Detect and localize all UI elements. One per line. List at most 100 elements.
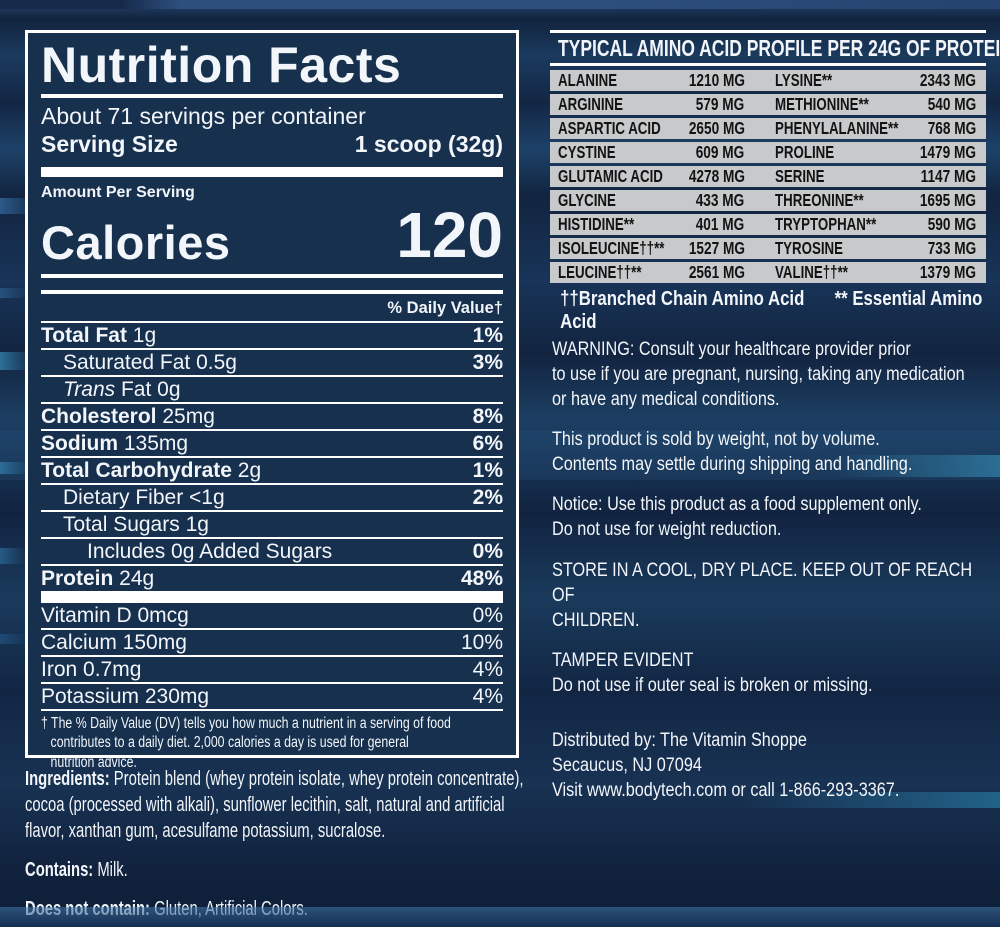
amino-value: 609 mg bbox=[695, 142, 745, 162]
amino-value: 2343 mg bbox=[919, 70, 976, 90]
nutrient-row: Trans Fat 0g bbox=[41, 377, 503, 405]
amino-name: Glycine bbox=[558, 190, 616, 210]
serving-size-label: Serving Size bbox=[41, 131, 178, 158]
serving-size-row: Serving Size 1 scoop (32g) bbox=[41, 131, 503, 158]
nutrient-name: Total Sugars 1g bbox=[63, 513, 209, 537]
nutrient-percent: 10% bbox=[460, 631, 503, 655]
nutrient-row: Total Fat 1g 1% bbox=[41, 323, 503, 351]
amino-value: 579 mg bbox=[695, 94, 745, 114]
amino-row: Glycine 433 mg Threonine** 1695 mg bbox=[550, 190, 986, 211]
nutrient-name: Cholesterol 25mg bbox=[41, 405, 215, 429]
amino-name: Tryptophan** bbox=[774, 214, 876, 234]
ingredients-label: Ingredients: bbox=[25, 768, 110, 790]
thick-separator-bar bbox=[41, 166, 503, 177]
amino-value: 733 mg bbox=[927, 238, 976, 258]
amino-value: 540 mg bbox=[927, 94, 976, 114]
footnote-bcaa: ††Branched Chain Amino Acid bbox=[560, 288, 805, 310]
nutrient-row: Sodium 135mg 6% bbox=[41, 431, 503, 459]
nutrient-name: Sodium 135mg bbox=[41, 432, 189, 456]
calories-value: 120 bbox=[396, 198, 503, 271]
amino-acid-table: TYPICAL AMINO ACID PROFILE PER 24G OF PR… bbox=[550, 30, 1000, 334]
amino-value: 1379 mg bbox=[919, 262, 976, 282]
nutrient-row: Total Sugars 1g bbox=[41, 512, 503, 540]
amino-value: 590 mg bbox=[927, 214, 976, 234]
servings-per-container: About 71 servings per container bbox=[41, 103, 366, 129]
calories-label: Calories bbox=[41, 215, 231, 269]
nutrient-name: Dietary Fiber <1g bbox=[63, 486, 225, 510]
amino-name: Methionine** bbox=[774, 94, 869, 114]
info-column: WARNING: Consult your healthcare provide… bbox=[552, 337, 990, 818]
amino-name: Valine††** bbox=[774, 262, 848, 282]
amino-row: Cystine 609 mg Proline 1479 mg bbox=[550, 142, 986, 163]
nutrient-name: Protein 24g bbox=[41, 567, 155, 591]
ingredients-paragraph: Ingredients: Protein blend (whey protein… bbox=[25, 766, 543, 844]
nutrient-percent: 6% bbox=[472, 432, 503, 456]
nutrient-percent: 4% bbox=[472, 685, 503, 709]
nutrient-rows: Total Fat 1g 1% Saturated Fat 0.5g 3% Trans … bbox=[41, 323, 503, 591]
daily-value-header: % Daily Value† bbox=[41, 294, 503, 324]
nutrient-row: Potassium 230mg 4% bbox=[41, 684, 503, 712]
thick-separator-bar bbox=[41, 591, 503, 604]
info-paragraph: WARNING: Consult your healthcare provide… bbox=[552, 339, 965, 411]
amino-table-title: TYPICAL AMINO ACID PROFILE PER 24G OF PR… bbox=[558, 35, 1000, 61]
info-paragraph: This product is sold by weight, not by v… bbox=[552, 429, 913, 476]
amino-row: Glutamic Acid 4278 mg Serine 1147 mg bbox=[550, 166, 986, 187]
amino-row: Arginine 579 mg Methionine** 540 mg bbox=[550, 94, 986, 115]
nutrition-facts-panel: Nutrition Facts About 71 servings per co… bbox=[25, 30, 519, 771]
serving-size-value: 1 scoop (32g) bbox=[354, 131, 503, 158]
amino-name: Serine bbox=[774, 166, 825, 186]
contains-text: Milk. bbox=[93, 859, 128, 881]
amino-value: 401 mg bbox=[695, 214, 745, 234]
amino-footnote: ††Branched Chain Amino Acid ** Essential … bbox=[550, 288, 997, 334]
nutrient-name: Trans Fat 0g bbox=[63, 378, 181, 402]
vitamin-rows: Vitamin D 0mcg 0% Calcium 150mg 10% Iron 0.7… bbox=[41, 603, 503, 712]
bottom-light-band bbox=[0, 907, 1000, 927]
amino-name: Alanine bbox=[558, 70, 618, 90]
nutrient-percent: 8% bbox=[472, 405, 503, 429]
nutrient-name: Includes 0g Added Sugars bbox=[87, 540, 333, 564]
info-paragraph: Notice: Use this product as a food suppl… bbox=[552, 494, 922, 541]
nutrient-percent: 0% bbox=[472, 540, 503, 564]
amino-value: 2561 mg bbox=[688, 262, 745, 282]
amino-name: Histidine** bbox=[558, 214, 635, 234]
nutrient-percent: 3% bbox=[472, 351, 503, 375]
amino-name: Lysine** bbox=[774, 70, 832, 90]
nutrient-row: Vitamin D 0mcg 0% bbox=[41, 603, 503, 631]
contains-label: Contains: bbox=[25, 859, 94, 881]
amino-row: Leucine††** 2561 mg Valine††** 1379 mg bbox=[550, 262, 986, 283]
info-paragraph: TAMPER EVIDENT Do not use if outer seal … bbox=[552, 649, 873, 696]
amino-value: 4278 mg bbox=[688, 166, 745, 186]
amino-value: 768 mg bbox=[927, 118, 976, 138]
nutrient-name: Saturated Fat 0.5g bbox=[63, 351, 237, 375]
nutrient-row: Dietary Fiber <1g 2% bbox=[41, 485, 503, 513]
nutrient-percent: 1% bbox=[472, 459, 503, 483]
nutrient-percent: 0% bbox=[472, 604, 503, 628]
amino-name: Proline bbox=[774, 142, 834, 162]
nutrient-name: Total Fat 1g bbox=[41, 324, 157, 348]
nutrient-percent: 1% bbox=[472, 324, 503, 348]
nutrition-facts-title: Nutrition Facts bbox=[41, 39, 503, 98]
double-rule bbox=[41, 274, 503, 295]
nutrient-name: Iron 0.7mg bbox=[41, 658, 142, 682]
amino-name: Cystine bbox=[558, 142, 616, 162]
amino-name: Glutamic Acid bbox=[558, 166, 663, 186]
bottom-white-strip bbox=[0, 927, 1000, 933]
amino-name: Tyrosine bbox=[774, 238, 843, 258]
nutrient-name: Potassium 230mg bbox=[41, 685, 210, 709]
amino-row: Histidine** 401 mg Tryptophan** 590 mg bbox=[550, 214, 986, 235]
nutrient-row: Protein 24g 48% bbox=[41, 566, 503, 591]
amino-name: Isoleucine††** bbox=[558, 238, 665, 258]
table-top-rule bbox=[550, 30, 986, 33]
nutrient-name: Total Carbohydrate 2g bbox=[41, 459, 262, 483]
amino-row: Aspartic Acid 2650 mg Phenylalanine** 768 m… bbox=[550, 118, 986, 139]
amino-name: Threonine** bbox=[774, 190, 864, 210]
daily-value-footnote: † The % Daily Value (DV) tells you how m… bbox=[41, 715, 451, 771]
nutrient-name: Vitamin D 0mcg bbox=[41, 604, 189, 628]
amino-name: Aspartic Acid bbox=[558, 118, 661, 138]
table-title-rule bbox=[550, 63, 986, 66]
ingredients-text: Protein blend (whey protein isolate, whe… bbox=[25, 768, 524, 842]
amino-value: 1147 mg bbox=[920, 166, 976, 186]
info-paragraph: STORE IN A COOL, DRY PLACE. KEEP OUT OF … bbox=[552, 559, 973, 631]
calories-row: Calories 120 bbox=[41, 198, 503, 271]
